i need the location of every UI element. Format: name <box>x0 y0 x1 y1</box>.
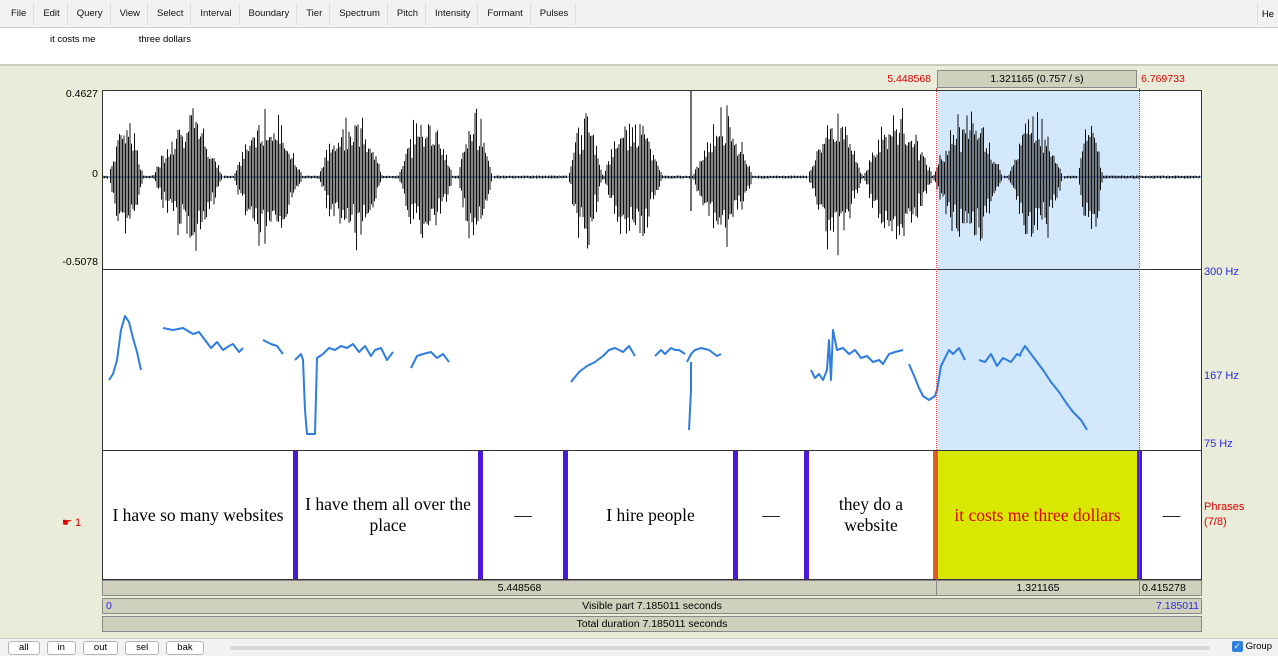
pitch-contour <box>162 327 244 353</box>
pitch-bottom-label: 75 Hz <box>1204 438 1233 450</box>
waveform-trace <box>103 105 1200 256</box>
tier-marker[interactable]: ☛ 1 <box>62 516 81 529</box>
bottom-bar: all in out sel bak ✓ Group <box>0 638 1278 656</box>
interval-text-part-1: it costs me <box>50 34 96 45</box>
menu-help[interactable]: He <box>1256 3 1278 25</box>
pitch-selection <box>937 270 1140 450</box>
visible-start: 0 <box>106 600 112 612</box>
menu-intensity[interactable]: Intensity <box>428 2 479 25</box>
menu-bar: File Edit Query View Select Interval Bou… <box>0 0 1278 28</box>
pointing-hand-icon: ☛ <box>62 517 72 529</box>
pitch-contour <box>294 343 394 435</box>
pitch-contour <box>108 315 142 381</box>
visible-part-row[interactable]: 0 Visible part 7.185011 seconds 7.185011 <box>102 598 1202 614</box>
zoom-sel-button[interactable]: sel <box>125 640 160 655</box>
waveform-zero-label: 0 <box>92 168 98 180</box>
duration-selection[interactable]: 1.321165 <box>937 581 1140 595</box>
menu-interval[interactable]: Interval <box>193 2 240 25</box>
waveform-ymin-label: -0.5078 <box>62 256 98 268</box>
group-checkbox[interactable]: ✓ Group <box>1231 641 1272 652</box>
boundary-4[interactable] <box>733 451 738 579</box>
pitch-contour <box>654 347 686 357</box>
pitch-contour <box>262 339 284 355</box>
selection-start-label: 5.448568 <box>887 73 931 85</box>
menu-select[interactable]: Select <box>150 2 192 25</box>
menu-pitch[interactable]: Pitch <box>390 2 427 25</box>
checkmark-icon: ✓ <box>1231 641 1243 652</box>
menu-view[interactable]: View <box>113 2 148 25</box>
waveform-plot <box>103 91 1201 256</box>
pitch-contour <box>978 353 1022 367</box>
total-duration-row[interactable]: Total duration 7.185011 seconds <box>102 616 1202 632</box>
boundary-5[interactable] <box>804 451 809 579</box>
zoom-back-button[interactable]: bak <box>166 640 204 655</box>
menu-edit[interactable]: Edit <box>36 2 68 25</box>
interval-1[interactable]: I have so many websites <box>112 504 284 525</box>
pitch-contour <box>570 345 636 383</box>
boundary-2[interactable] <box>478 451 483 579</box>
tier-name[interactable]: Phrases (7/8) <box>1204 500 1244 530</box>
interval-text-field[interactable]: it costs me three dollars <box>0 28 1278 66</box>
visible-end: 7.185011 <box>1155 600 1199 612</box>
duration-after-selection[interactable]: 0.415278 <box>1142 582 1186 594</box>
waveform-ymax-label: 0.4627 <box>65 88 98 100</box>
zoom-in-button[interactable]: in <box>46 640 76 655</box>
interval-6[interactable]: they do a website <box>838 494 904 535</box>
horizontal-scrollbar[interactable] <box>230 646 1210 650</box>
menu-query[interactable]: Query <box>70 2 111 25</box>
menu-spectrum[interactable]: Spectrum <box>332 2 388 25</box>
interval-4[interactable]: I hire people <box>606 504 695 525</box>
tier-name-label: Phrases <box>1204 501 1245 513</box>
selection-start-line <box>936 88 937 580</box>
menu-file[interactable]: File <box>4 2 35 25</box>
duration-row: 5.448568 1.321165 0.415278 <box>102 580 1202 596</box>
visible-part-label: Visible part 7.185011 seconds <box>582 600 722 612</box>
pitch-contour <box>410 351 450 369</box>
interval-2[interactable]: I have them all over the place <box>305 494 471 535</box>
total-duration-label: Total duration 7.185011 seconds <box>576 618 728 630</box>
tier-number: 1 <box>74 517 82 529</box>
zoom-all-button[interactable]: all <box>8 640 40 655</box>
zoom-out-button[interactable]: out <box>82 640 119 655</box>
interval-8[interactable]: — <box>1162 504 1181 525</box>
duration-before-selection[interactable]: 5.448568 <box>103 581 937 595</box>
interval-text-part-2: three dollars <box>138 34 191 45</box>
waveform-panel[interactable] <box>102 90 1202 270</box>
boundary-6-selected[interactable] <box>933 451 938 579</box>
boundary-3[interactable] <box>563 451 568 579</box>
pitch-mid-label: 167 Hz <box>1204 370 1239 382</box>
pitch-contour <box>686 347 722 363</box>
interval-3[interactable]: — <box>514 504 532 525</box>
pitch-top-label: 300 Hz <box>1204 266 1239 278</box>
selection-duration-label: 1.321165 (0.757 / s) <box>937 70 1137 88</box>
menu-pulses[interactable]: Pulses <box>533 2 577 25</box>
interval-5[interactable]: — <box>762 504 780 525</box>
sound-editor-canvas[interactable]: 5.448568 1.321165 (0.757 / s) 6.769733 0… <box>0 66 1278 638</box>
group-label: Group <box>1245 641 1272 652</box>
menu-tier[interactable]: Tier <box>299 2 331 25</box>
textgrid-tier[interactable]: I have so many websites I have them all … <box>102 450 1202 580</box>
interval-7-selected[interactable]: it costs me three dollars <box>938 451 1137 579</box>
tier-count-label: (7/8) <box>1204 516 1227 528</box>
pitch-contour <box>908 347 966 401</box>
menu-formant[interactable]: Formant <box>480 2 531 25</box>
pitch-panel[interactable] <box>102 270 1202 450</box>
pitch-plot <box>108 315 1088 435</box>
pitch-contour <box>810 329 904 381</box>
selection-end-line <box>1139 88 1140 580</box>
pitch-contour <box>1018 345 1088 431</box>
pitch-contour <box>688 362 692 431</box>
boundary-1[interactable] <box>293 451 298 579</box>
selection-end-label: 6.769733 <box>1141 73 1185 85</box>
menu-boundary[interactable]: Boundary <box>242 2 298 25</box>
